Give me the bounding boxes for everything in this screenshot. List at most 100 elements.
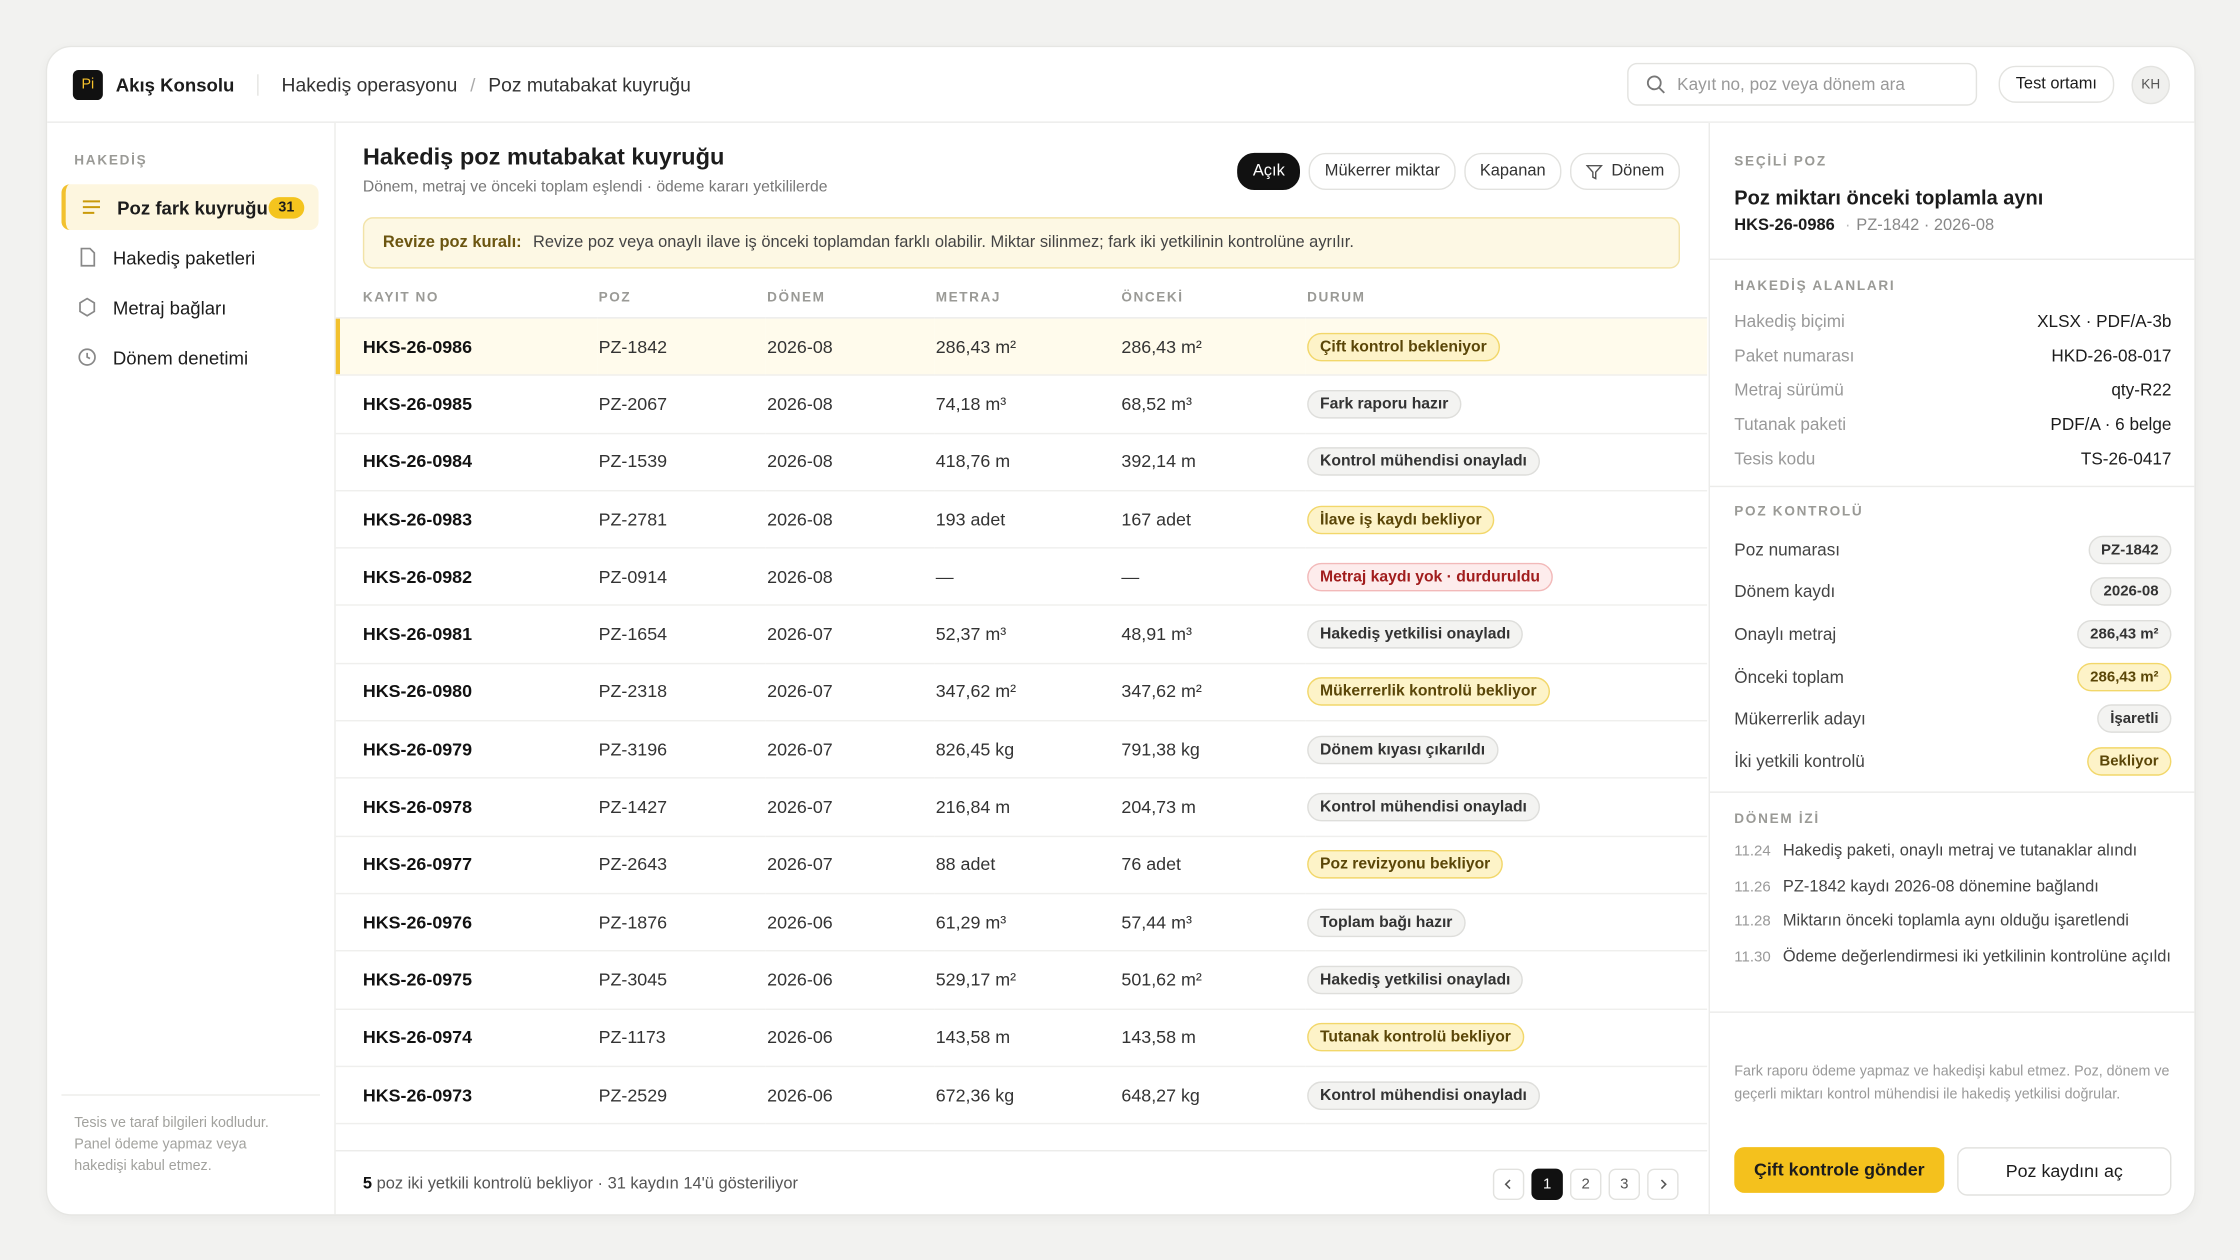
page-prev[interactable]: [1492, 1168, 1525, 1200]
check-row: Poz numarası PZ-1842: [1734, 529, 2172, 571]
nav-icon: [80, 247, 96, 267]
filter-button[interactable]: Dönem: [1569, 152, 1680, 190]
check-pill: 286,43 m²: [2077, 619, 2172, 649]
status-pill: Hakediş yetkilisi onayladı: [1307, 965, 1524, 995]
table-cell: PZ-3045: [597, 951, 766, 1010]
divider: [1709, 791, 2195, 793]
table-row[interactable]: HKS-26-0977 PZ-2643 2026-07 88 adet 76 adet P…: [335, 835, 1708, 895]
table-cell: 204,73 m: [1119, 778, 1306, 837]
trail-text: Miktarın önceki toplamla aynı olduğu işa…: [1782, 912, 2129, 930]
status-pill: Hakediş yetkilisi onayladı: [1307, 620, 1524, 649]
primary-button[interactable]: Çift kontrole gönder: [1734, 1147, 1945, 1193]
table-cell: PZ-0914: [597, 548, 766, 607]
status-pill: Metraj kaydı yok · durduruldu: [1307, 562, 1553, 592]
table-row[interactable]: HKS-26-0983 PZ-2781 2026-08 193 adet 167 ade…: [335, 490, 1708, 549]
table-row[interactable]: HKS-26-0986 PZ-1842 2026-08 286,43 m² 286,43…: [335, 317, 1708, 377]
status-pill: Kontrol mühendisi onayladı: [1307, 447, 1540, 477]
filters: Açık Mükerrer miktar Kapanan Dönem: [1237, 152, 1680, 190]
table-row[interactable]: HKS-26-0975 PZ-3045 2026-06 529,17 m² 501,62…: [335, 951, 1708, 1010]
table-cell: 2026-06: [765, 951, 935, 1010]
nav-icon: [78, 348, 96, 366]
field-row: Tesis kodu TS-26-0417: [1734, 441, 2171, 475]
field-row: Metraj sürümü qty-R22: [1734, 373, 2171, 407]
table-cell: İlave iş kaydı bekliyor: [1305, 490, 1708, 549]
table-row[interactable]: HKS-26-0974 PZ-1173 2026-06 143,58 m 143,58 …: [335, 1008, 1708, 1067]
status-pill: Mükerrerlik kontrolü bekliyor: [1307, 677, 1550, 707]
status-pill: Poz revizyonu bekliyor: [1307, 850, 1504, 880]
table-row[interactable]: HKS-26-0976 PZ-1876 2026-06 61,29 m³ 57,44 m…: [335, 893, 1708, 952]
table-row[interactable]: HKS-26-0979 PZ-3196 2026-07 826,45 kg 791,38…: [335, 720, 1708, 780]
table-cell: 2026-06: [765, 1008, 935, 1067]
table-cell: 143,58 m: [1119, 1008, 1306, 1067]
table-row[interactable]: HKS-26-0981 PZ-1654 2026-07 52,37 m³ 48,91 m…: [335, 605, 1708, 664]
secondary-button[interactable]: Poz kaydını aç: [1957, 1147, 2172, 1196]
sidebar-footnote: Tesis ve taraf bilgileri kodludur. Panel…: [74, 1115, 269, 1175]
nav-item[interactable]: Poz fark kuyruğu 31: [61, 184, 319, 230]
filter-button[interactable]: Mükerrer miktar: [1309, 152, 1456, 190]
env-button[interactable]: Test ortamı: [1998, 65, 2115, 103]
filter-label: Mükerrer miktar: [1324, 162, 1440, 180]
table-cell: HKS-26-0975: [335, 951, 598, 1010]
table-cell: Kontrol mühendisi onayladı: [1305, 432, 1708, 492]
chevron: [1504, 1179, 1511, 1190]
filter-label: Açık: [1252, 162, 1285, 180]
trail-time: 11.28: [1734, 912, 1771, 930]
table-cell: PZ-2781: [597, 490, 766, 549]
breadcrumb[interactable]: Hakediş operasyonu: [281, 73, 458, 95]
nav-label: Hakediş paketleri: [112, 246, 256, 268]
table-row[interactable]: HKS-26-0980 PZ-2318 2026-07 347,62 m² 347,62…: [335, 663, 1708, 722]
table-row[interactable]: HKS-26-0973 PZ-2529 2026-06 672,36 kg 648,27…: [335, 1066, 1708, 1125]
field-label: Paket numarası: [1734, 345, 1855, 366]
table-row[interactable]: HKS-26-0982 PZ-0914 2026-08— — Metraj kaydı …: [335, 548, 1708, 607]
column-header: METRAJ: [934, 277, 1120, 319]
field-label: Tesis kodu: [1734, 448, 1816, 469]
field-row: Hakediş biçimi XLSX · PDF/A-3b: [1734, 304, 2171, 338]
search-box[interactable]: Kayıt no, poz veya dönem ara: [1627, 62, 1978, 106]
table-cell: 61,29 m³: [934, 893, 1120, 952]
page-button[interactable]: 3: [1608, 1168, 1640, 1200]
table-cell: 193 adet: [934, 490, 1120, 549]
column-header: KAYIT NO: [335, 277, 598, 319]
page-button[interactable]: 1: [1531, 1168, 1563, 1200]
avatar[interactable]: KH: [2131, 65, 2170, 105]
table-cell: HKS-26-0986: [335, 317, 598, 377]
nav-item[interactable]: Hakediş paketleri: [61, 234, 318, 280]
nav-item[interactable]: Dönem denetimi: [61, 334, 318, 380]
table-cell: PZ-2067: [597, 375, 766, 434]
status-pill: Fark raporu hazır: [1307, 389, 1462, 419]
table-cell: 2026-08: [765, 317, 935, 377]
field-value: XLSX · PDF/A-3b: [2037, 311, 2172, 332]
page-next[interactable]: [1647, 1168, 1679, 1200]
detail-title: Poz miktarı önceki toplamla aynı: [1734, 185, 2044, 209]
nav-item[interactable]: Metraj bağları: [61, 284, 318, 330]
table-cell: HKS-26-0978: [335, 778, 598, 837]
table-cell: HKS-26-0981: [335, 605, 598, 664]
check-label: Dönem kaydı: [1734, 581, 1836, 602]
column-header: ÖNCEKİ: [1119, 277, 1306, 319]
table-cell: 791,38 kg: [1119, 720, 1306, 780]
check-label: İki yetkili kontrolü: [1734, 751, 1865, 772]
check-label: Poz numarası: [1734, 539, 1841, 560]
nav-icon: [79, 297, 96, 317]
table-cell: 672,36 kg: [934, 1066, 1120, 1125]
trail-time: 11.30: [1734, 947, 1771, 965]
table-cell: 286,43 m²: [934, 317, 1120, 377]
table-row[interactable]: HKS-26-0985 PZ-2067 2026-08 74,18 m³ 68,52 m…: [335, 375, 1708, 434]
filter-label: Kapanan: [1479, 162, 1546, 180]
page-button[interactable]: 2: [1569, 1168, 1602, 1200]
detail-meta: PZ-1842 · 2026-08: [1856, 217, 1995, 235]
table-row[interactable]: HKS-26-0978 PZ-1427 2026-07 216,84 m 204,73 …: [335, 778, 1708, 837]
field-value: qty-R22: [2111, 379, 2172, 400]
filter-button[interactable]: Kapanan: [1464, 152, 1562, 190]
table-cell: Dönem kıyası çıkarıldı: [1305, 720, 1708, 780]
table-row[interactable]: HKS-26-0984 PZ-1539 2026-08 418,76 m 392,14 …: [335, 432, 1708, 492]
table-cell: Tutanak kontrolü bekliyor: [1305, 1008, 1708, 1067]
status-pill: Dönem kıyası çıkarıldı: [1307, 735, 1498, 764]
table-cell: Hakediş yetkilisi onayladı: [1305, 605, 1708, 664]
filter-button[interactable]: Açık: [1237, 152, 1301, 190]
table-cell: 216,84 m: [934, 778, 1120, 837]
trail-text: Hakediş paketi, onaylı metraj ve tutanak…: [1782, 842, 2138, 860]
table-cell: 57,44 m³: [1119, 893, 1306, 952]
